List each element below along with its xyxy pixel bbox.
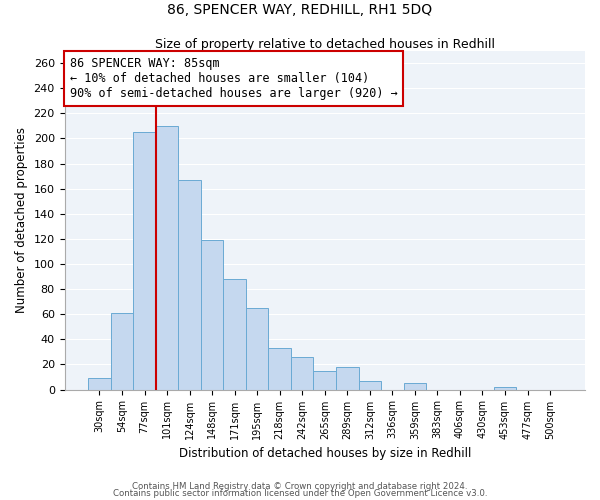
Bar [111,313,133,390]
Text: Contains HM Land Registry data © Crown copyright and database right 2024.: Contains HM Land Registry data © Crown c… [132,482,468,491]
Bar [291,357,313,390]
Bar [494,387,516,390]
Bar [359,381,381,390]
Text: 86, SPENCER WAY, REDHILL, RH1 5DQ: 86, SPENCER WAY, REDHILL, RH1 5DQ [167,4,433,18]
Bar [178,180,201,390]
Text: Contains public sector information licensed under the Open Government Licence v3: Contains public sector information licen… [113,489,487,498]
Bar [404,384,426,390]
Bar [133,132,156,390]
Bar [336,367,359,390]
Bar [246,308,268,390]
Bar [268,348,291,390]
Bar [313,370,336,390]
Bar [201,240,223,390]
Bar [223,279,246,390]
Title: Size of property relative to detached houses in Redhill: Size of property relative to detached ho… [155,38,495,51]
X-axis label: Distribution of detached houses by size in Redhill: Distribution of detached houses by size … [179,447,471,460]
Text: 86 SPENCER WAY: 85sqm
← 10% of detached houses are smaller (104)
90% of semi-det: 86 SPENCER WAY: 85sqm ← 10% of detached … [70,58,397,100]
Bar [88,378,111,390]
Y-axis label: Number of detached properties: Number of detached properties [15,127,28,313]
Bar [156,126,178,390]
